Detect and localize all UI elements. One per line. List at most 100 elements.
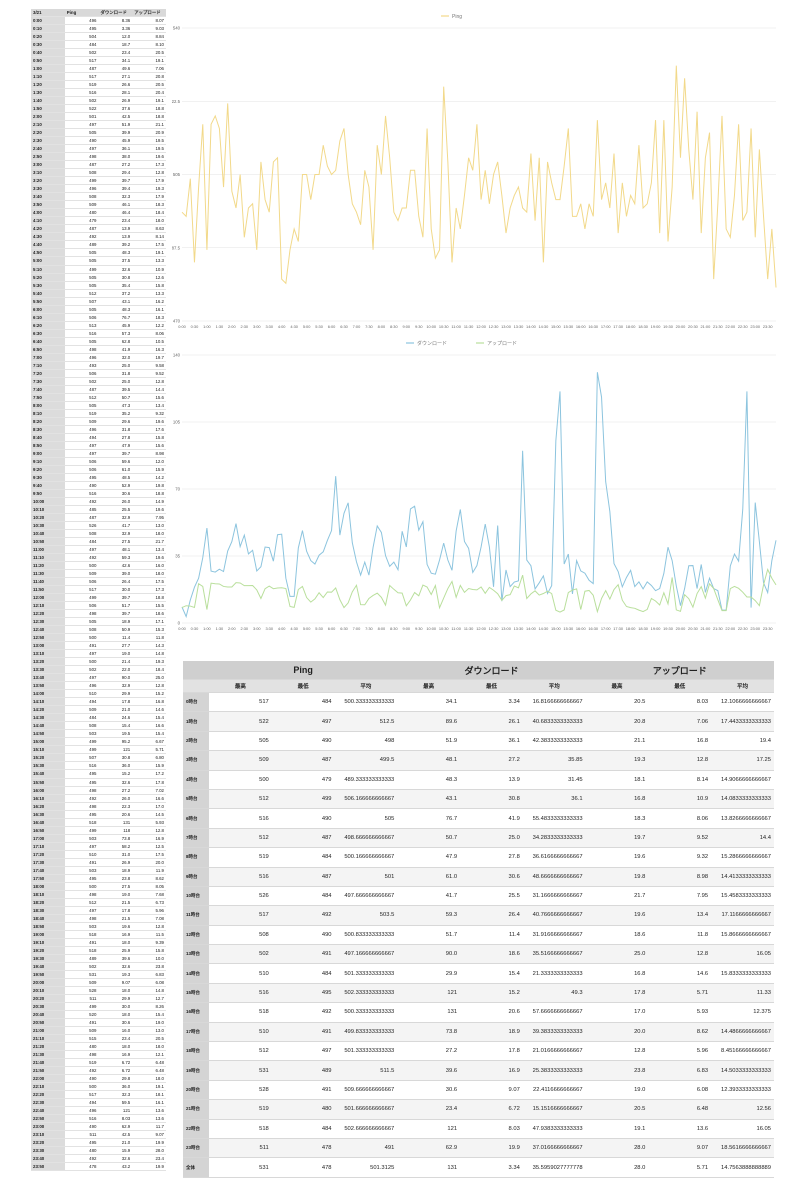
raw-cell-time: 17:10 — [31, 842, 65, 851]
raw-table-row: 5:40 512 37.2 13.3 — [31, 289, 166, 298]
summary-cell: 12.8 — [648, 750, 712, 771]
raw-cell-time: 1:30 — [31, 88, 65, 98]
summary-cell: 18.1 — [585, 770, 649, 790]
raw-table-row: 16:40 518 131 5.93 — [31, 818, 166, 827]
raw-cell-download: 26.0 — [98, 794, 133, 803]
summary-row-label: 8時台 — [183, 847, 209, 868]
summary-cell: 484 — [271, 1119, 335, 1139]
raw-cell-upload: 6.80 — [132, 753, 166, 763]
legend-entry: ダウンロード — [406, 340, 447, 347]
raw-cell-download: 6.72 — [98, 1066, 133, 1076]
raw-cell-time: 14:50 — [31, 729, 65, 739]
y-tick-label: 35 — [175, 554, 180, 559]
summary-cell: 62.9 — [397, 1138, 461, 1159]
raw-cell-ping: 497 — [64, 120, 99, 130]
raw-cell-upload: 12.6 — [132, 273, 166, 282]
raw-cell-download: 30.6 — [98, 1018, 133, 1027]
raw-cell-ping: 489 — [64, 954, 99, 963]
raw-table-row: 14:10 494 17.8 16.8 — [31, 697, 166, 707]
raw-cell-download: 39.2 — [98, 240, 133, 250]
summary-cell: 36.1 — [522, 789, 586, 810]
summary-cell: 14.9066666666667 — [711, 770, 774, 790]
raw-cell-time: 4:10 — [31, 216, 65, 226]
raw-cell-download: 19.3 — [98, 970, 133, 979]
raw-cell-upload: 17.5 — [132, 850, 166, 859]
raw-cell-ping: 505 — [64, 305, 99, 314]
x-tick-label: 3:30 — [265, 626, 273, 631]
raw-cell-time: 23:50 — [31, 1162, 65, 1172]
raw-cell-download: 32.9 — [98, 681, 133, 691]
raw-table-row: 5:00 505 37.5 13.3 — [31, 256, 166, 266]
summary-row: 6時台 516 490 505 76.7 41.9 55.4833333333333 18.3… — [183, 808, 774, 829]
raw-cell-ping: 505 — [64, 128, 99, 138]
summary-cell: 13.8266666666667 — [711, 808, 774, 829]
raw-cell-time: 22:50 — [31, 1114, 65, 1124]
raw-cell-download: 32.6 — [98, 962, 133, 971]
raw-cell-download: 8.03 — [98, 1114, 133, 1124]
summary-cell: 20.5 — [585, 692, 649, 713]
raw-cell-upload: 15.4 — [132, 1010, 166, 1019]
raw-cell-download: 13.9 — [98, 224, 133, 234]
raw-cell-download: 31.8 — [98, 425, 133, 434]
raw-cell-download: 35.2 — [98, 409, 133, 418]
raw-table-row: 12:00 499 39.7 18.8 — [31, 593, 166, 603]
raw-cell-ping: 487 — [64, 224, 99, 234]
raw-cell-upload: 14.3 — [132, 641, 166, 651]
summary-cell: 497.666666666667 — [334, 886, 398, 907]
raw-cell-time: 13:50 — [31, 681, 65, 691]
summary-cell: 491 — [271, 1022, 335, 1043]
raw-cell-time: 8:40 — [31, 433, 65, 442]
summary-cell: 3.34 — [460, 692, 523, 713]
raw-cell-time: 0:10 — [31, 24, 65, 34]
summary-cell: 14.4866666666667 — [711, 1022, 774, 1043]
raw-cell-upload: 15.6 — [132, 441, 166, 450]
raw-cell-ping: 531 — [64, 970, 99, 979]
raw-cell-ping: 497 — [64, 673, 99, 683]
raw-cell-download: 17.8 — [98, 906, 133, 915]
raw-cell-ping: 516 — [64, 329, 99, 338]
summary-cell: 7.95 — [648, 886, 712, 907]
x-tick-label: 2:30 — [241, 626, 249, 631]
raw-cell-download: 90.0 — [98, 673, 133, 683]
raw-table-row: 0:10 495 3.36 9.03 — [31, 24, 166, 34]
raw-cell-time: 7:30 — [31, 377, 65, 386]
raw-table-row: 6:10 506 76.7 18.3 — [31, 313, 166, 322]
raw-table-body: 0:00 496 8.36 8.07 0:10 495 3.36 9.03 0:20 504 12.… — [31, 16, 166, 1172]
summary-cell: 11.33 — [711, 983, 774, 1004]
raw-cell-time: 4:40 — [31, 240, 65, 250]
raw-cell-upload: 15.8 — [132, 946, 166, 955]
raw-table-row: 15:00 499 95.2 6.67 — [31, 737, 166, 747]
raw-cell-download: 38.0 — [98, 152, 133, 162]
raw-cell-download: 12.0 — [98, 32, 133, 42]
x-tick-label: 23:30 — [763, 324, 774, 329]
summary-cell: 484 — [271, 886, 335, 907]
x-tick-label: 7:00 — [353, 626, 361, 631]
raw-cell-download: 34.1 — [98, 56, 133, 66]
raw-cell-time: 22:10 — [31, 1082, 65, 1092]
summary-cell: 478 — [271, 1138, 335, 1159]
raw-cell-ping: 496 — [64, 16, 99, 26]
raw-cell-upload: 9.58 — [132, 361, 166, 370]
summary-cell: 12.1066666666667 — [711, 692, 774, 713]
x-tick-label: 14:00 — [526, 324, 537, 329]
raw-cell-upload: 19.6 — [132, 505, 166, 514]
summary-cell: 131 — [397, 1002, 461, 1023]
summary-cell: 30.6 — [460, 867, 523, 887]
raw-cell-download: 30.0 — [98, 585, 133, 595]
raw-cell-download: 43.2 — [98, 1162, 133, 1172]
summary-cell: 14.6 — [648, 963, 712, 984]
raw-cell-ping: 518 — [64, 946, 99, 955]
raw-cell-time: 12:50 — [31, 633, 65, 643]
raw-table-row: 23:00 490 62.9 11.7 — [31, 1122, 166, 1132]
raw-cell-ping: 499 — [64, 265, 99, 274]
raw-table-row: 19:20 518 25.9 15.8 — [31, 946, 166, 955]
raw-cell-ping: 500 — [64, 657, 99, 667]
raw-cell-ping: 503 — [64, 834, 99, 843]
summary-cell: 16.05 — [711, 944, 774, 965]
summary-cell: 20.5 — [585, 1099, 649, 1120]
raw-table-row: 11:50 517 30.0 17.3 — [31, 585, 166, 595]
raw-cell-download: 26.6 — [98, 80, 133, 90]
raw-cell-upload: 12.5 — [132, 842, 166, 851]
raw-cell-time: 13:00 — [31, 641, 65, 651]
x-tick-label: 0:30 — [191, 626, 199, 631]
